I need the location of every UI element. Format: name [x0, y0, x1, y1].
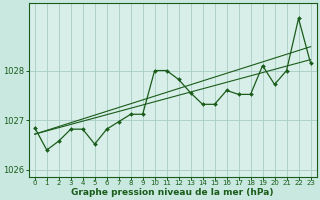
X-axis label: Graphe pression niveau de la mer (hPa): Graphe pression niveau de la mer (hPa)	[71, 188, 274, 197]
